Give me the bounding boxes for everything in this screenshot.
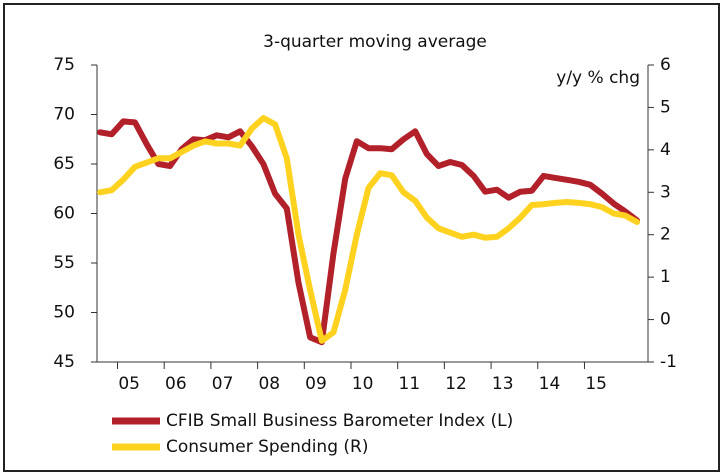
y2-tick-label: 4 — [660, 140, 671, 160]
x-tick-label: 08 — [258, 374, 280, 394]
y-tick-label: 55 — [53, 253, 75, 273]
y2-axis-label: y/y % chg — [556, 68, 640, 88]
x-tick-label: 05 — [118, 374, 140, 394]
y2-tick-label: 2 — [660, 225, 671, 245]
y-tick-label: 50 — [53, 303, 75, 323]
x-tick-label: 12 — [445, 374, 467, 394]
chart-title: 3-quarter moving average — [263, 32, 487, 52]
y2-tick-label: 1 — [660, 267, 671, 287]
series-line — [97, 115, 640, 344]
x-tick-label: 15 — [585, 374, 607, 394]
y2-tick-label: 0 — [660, 310, 671, 330]
y-tick-label: 70 — [53, 105, 75, 125]
x-tick-label: 09 — [305, 374, 327, 394]
x-tick-label: 06 — [165, 374, 187, 394]
y2-tick-label: 3 — [660, 182, 671, 202]
x-tick-label: 14 — [539, 374, 561, 394]
x-tick-label: 11 — [399, 374, 421, 394]
y2-tick-label: -1 — [660, 352, 677, 372]
y-tick-label: 75 — [53, 55, 75, 75]
x-tick-label: 10 — [352, 374, 374, 394]
y-tick-label: 60 — [53, 204, 75, 224]
y2-tick-label: 6 — [660, 55, 671, 75]
x-tick-label: 13 — [492, 374, 514, 394]
legend-label: Consumer Spending (R) — [166, 437, 368, 457]
frame — [3, 3, 720, 472]
series-line — [97, 118, 640, 346]
y2-tick-label: 5 — [660, 97, 671, 117]
x-tick-label: 07 — [212, 374, 234, 394]
legend-label: CFIB Small Business Barometer Index (L) — [166, 411, 513, 431]
y-tick-label: 45 — [53, 352, 75, 372]
y-tick-label: 65 — [53, 154, 75, 174]
